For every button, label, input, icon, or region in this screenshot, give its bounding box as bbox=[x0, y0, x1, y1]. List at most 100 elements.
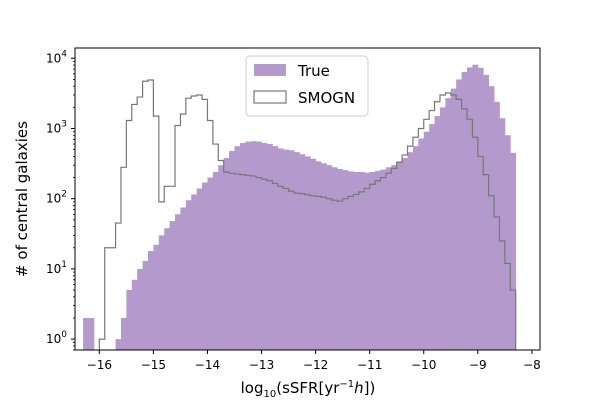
true-bar bbox=[142, 260, 149, 350]
true-bar bbox=[212, 172, 219, 350]
true-bar bbox=[234, 146, 241, 350]
legend-swatch-smogn bbox=[253, 90, 287, 104]
true-bar bbox=[456, 79, 462, 350]
true-bar bbox=[185, 200, 192, 350]
y-tick-label: 104 bbox=[46, 49, 67, 65]
true-bar bbox=[488, 86, 495, 350]
legend-swatch-true bbox=[254, 64, 286, 76]
true-bar bbox=[218, 165, 225, 350]
x-tick-label: −13 bbox=[249, 358, 274, 372]
true-bar bbox=[293, 152, 300, 350]
true-bar bbox=[207, 177, 214, 350]
legend-label-smogn: SMOGN bbox=[298, 89, 355, 107]
true-bar bbox=[467, 67, 473, 350]
y-tick-label: 101 bbox=[46, 260, 67, 276]
x-tick-label: −14 bbox=[195, 358, 220, 372]
true-bar bbox=[266, 144, 273, 350]
true-bar bbox=[450, 88, 457, 350]
true-bar bbox=[202, 182, 208, 350]
true-bar bbox=[380, 169, 387, 350]
true-bar bbox=[423, 131, 430, 350]
true-bar bbox=[402, 157, 408, 350]
true-bar bbox=[229, 150, 235, 350]
true-bar bbox=[396, 161, 403, 350]
true-bar bbox=[272, 146, 279, 350]
true-bar bbox=[348, 171, 354, 350]
true-bar bbox=[115, 339, 122, 350]
true-bar bbox=[418, 138, 425, 350]
true-bar bbox=[83, 317, 89, 350]
x-tick-label: −15 bbox=[141, 358, 166, 372]
true-bar bbox=[180, 207, 187, 350]
true-bar bbox=[353, 172, 360, 350]
true-bar bbox=[472, 64, 479, 350]
true-bar bbox=[277, 148, 284, 350]
true-bar bbox=[429, 124, 435, 350]
true-bar bbox=[369, 172, 376, 350]
true-bar bbox=[283, 149, 289, 350]
true-bar bbox=[147, 250, 154, 350]
x-tick-label: −12 bbox=[303, 358, 328, 372]
y-axis-label: # of central galaxies bbox=[13, 121, 31, 277]
true-bar bbox=[137, 268, 143, 350]
true-bar bbox=[196, 188, 203, 350]
true-bar bbox=[88, 317, 95, 350]
y-tick-label: 102 bbox=[46, 190, 67, 206]
true-bar bbox=[223, 157, 230, 350]
true-bar bbox=[126, 290, 133, 350]
true-bar bbox=[375, 170, 381, 350]
true-bar bbox=[326, 165, 333, 350]
series-smogn-step bbox=[98, 79, 517, 350]
true-bar bbox=[175, 214, 181, 350]
true-bar bbox=[158, 235, 165, 350]
true-bar bbox=[504, 135, 511, 350]
true-bar bbox=[364, 172, 371, 350]
x-tick-label: −16 bbox=[87, 358, 112, 372]
true-bar bbox=[477, 67, 484, 350]
true-bar bbox=[494, 101, 500, 350]
true-bar bbox=[250, 141, 257, 350]
true-bar bbox=[331, 167, 338, 350]
true-bar bbox=[261, 143, 268, 350]
true-bar bbox=[391, 165, 398, 350]
true-bar bbox=[120, 317, 127, 350]
x-axis-label: log10(sSFR[yr−1h]) bbox=[241, 379, 376, 400]
true-bar bbox=[315, 161, 322, 350]
true-bar bbox=[439, 107, 446, 350]
true-bar bbox=[358, 172, 365, 350]
true-bar bbox=[304, 156, 311, 350]
true-bar bbox=[299, 154, 306, 350]
true-bar bbox=[342, 170, 349, 350]
y-axis-ticks: 100 101 102 103 104 bbox=[46, 49, 75, 351]
legend-label-true: True bbox=[297, 62, 330, 80]
x-tick-label: −8 bbox=[523, 358, 541, 372]
true-bar bbox=[337, 168, 344, 350]
true-bar bbox=[191, 194, 198, 350]
true-bar bbox=[321, 163, 327, 350]
true-bar bbox=[256, 141, 262, 350]
true-bar bbox=[385, 167, 392, 350]
true-bar bbox=[483, 74, 490, 350]
x-tick-label: −9 bbox=[469, 358, 487, 372]
true-bar bbox=[169, 221, 176, 350]
y-tick-label: 100 bbox=[46, 330, 67, 346]
legend: True SMOGN bbox=[245, 55, 369, 117]
true-bar bbox=[445, 98, 452, 350]
true-bar bbox=[434, 116, 441, 350]
smogn-step-line bbox=[98, 79, 517, 350]
true-bar bbox=[239, 143, 246, 350]
y-tick-label: 103 bbox=[46, 119, 67, 135]
true-bar bbox=[499, 118, 506, 350]
true-bar bbox=[131, 279, 138, 350]
x-tick-label: −11 bbox=[357, 358, 382, 372]
true-bar bbox=[510, 152, 517, 350]
true-bar bbox=[164, 228, 171, 350]
x-axis-ticks: −16 −15 −14 −13 −12 −11 −10 −9 −8 bbox=[87, 350, 541, 372]
true-bar bbox=[461, 71, 468, 350]
x-tick-label: −10 bbox=[411, 358, 436, 372]
true-bar bbox=[153, 244, 160, 350]
true-bar bbox=[412, 146, 419, 350]
true-bar bbox=[288, 150, 295, 350]
true-bar bbox=[407, 152, 414, 350]
